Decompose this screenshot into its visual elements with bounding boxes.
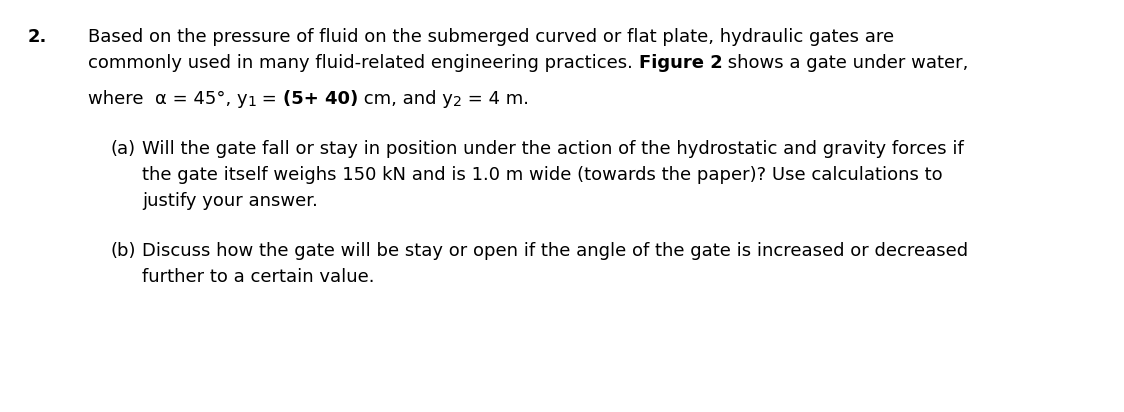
Text: (b): (b) [110,242,136,260]
Text: Figure 2: Figure 2 [638,54,723,72]
Text: 1: 1 [247,95,256,109]
Text: justify your answer.: justify your answer. [142,192,318,210]
Text: Based on the pressure of fluid on the submerged curved or flat plate, hydraulic : Based on the pressure of fluid on the su… [88,28,894,46]
Text: the gate itself weighs 150 kN and is 1.0 m wide (towards the paper)? Use calcula: the gate itself weighs 150 kN and is 1.0… [142,166,943,184]
Text: (5+ 40): (5+ 40) [283,90,359,108]
Text: cm, and y: cm, and y [359,90,453,108]
Text: further to a certain value.: further to a certain value. [142,268,374,286]
Text: 2: 2 [453,95,462,109]
Text: Will the gate fall or stay in position under the action of the hydrostatic and g: Will the gate fall or stay in position u… [142,140,963,158]
Text: where  α = 45°, y: where α = 45°, y [88,90,247,108]
Text: =: = [256,90,283,108]
Text: Discuss how the gate will be stay or open if the angle of the gate is increased : Discuss how the gate will be stay or ope… [142,242,968,260]
Text: (a): (a) [110,140,135,158]
Text: 2.: 2. [28,28,47,46]
Text: = 4 m.: = 4 m. [462,90,529,108]
Text: shows a gate under water,: shows a gate under water, [723,54,969,72]
Text: commonly used in many fluid-related engineering practices.: commonly used in many fluid-related engi… [88,54,638,72]
